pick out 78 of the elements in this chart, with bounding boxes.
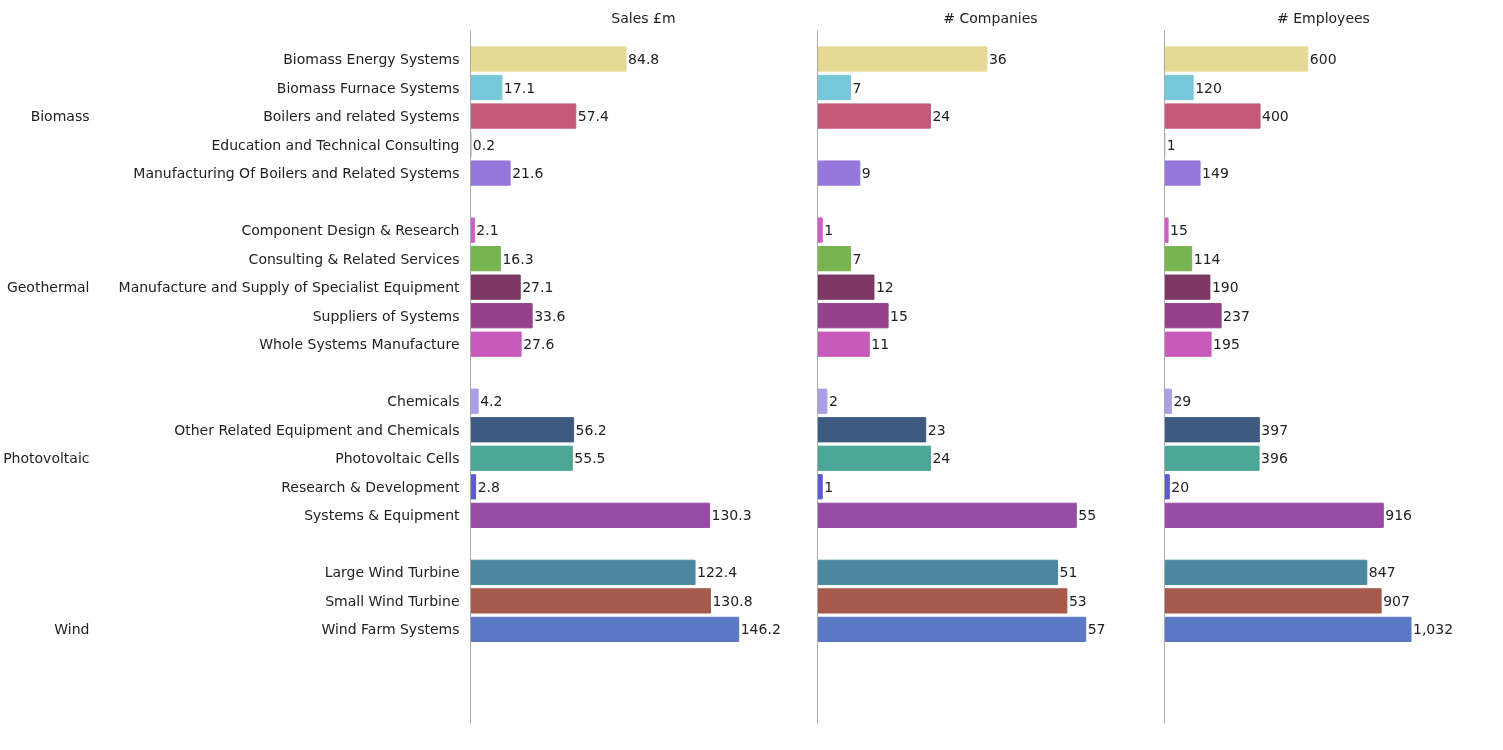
- data-label: 24: [932, 108, 951, 125]
- data-label: 84.8: [628, 51, 660, 68]
- chart-title: # Companies: [943, 9, 1038, 26]
- text: Biomass: [30, 108, 90, 125]
- data-label: 2.1: [476, 222, 499, 239]
- data-label: 7: [852, 79, 862, 96]
- data-label: 33.6: [534, 307, 566, 324]
- data-label: 27.1: [522, 279, 554, 296]
- data-label: 237: [1223, 307, 1250, 324]
- data-label: 1,032: [1413, 621, 1454, 638]
- data-label: 53: [1068, 592, 1087, 609]
- y-tick-label: Small Wind Turbine: [325, 592, 460, 609]
- data-label: 2.8: [477, 478, 500, 495]
- data-label: 29: [1173, 393, 1192, 410]
- y-tick-label: Research & Development: [281, 478, 461, 495]
- data-label: 130.3: [711, 507, 752, 524]
- data-label: 1: [824, 478, 834, 495]
- data-label: 396: [1261, 450, 1288, 467]
- data-label: 149: [1202, 165, 1229, 182]
- data-label: 1: [824, 222, 834, 239]
- data-label: 847: [1368, 564, 1396, 581]
- y-tick-label: Manufacturing Of Boilers and Related Systems: [133, 165, 460, 182]
- text: Wind: [54, 621, 90, 638]
- data-label: 12: [875, 279, 894, 296]
- data-label: 9: [861, 165, 871, 182]
- data-label: 55: [1078, 507, 1097, 524]
- data-label: 397: [1261, 421, 1289, 438]
- data-label: 4.2: [480, 393, 503, 410]
- data-label: 146.2: [740, 621, 781, 638]
- data-label: 0.2: [472, 136, 496, 153]
- y-tick-label: Systems & Equipment: [304, 507, 461, 524]
- text: Geothermal: [6, 279, 90, 296]
- data-label: 600: [1309, 51, 1337, 68]
- text: Photovoltaic: [3, 450, 90, 467]
- data-label: 17.1: [503, 79, 536, 96]
- data-label: 190: [1211, 279, 1239, 296]
- y-tick-label: Biomass Furnace Systems: [276, 79, 460, 96]
- data-label: 27.6: [523, 336, 555, 353]
- y-tick-label: Education and Technical Consulting: [211, 136, 460, 153]
- chart-title: # Employees: [1277, 9, 1370, 26]
- data-label: 21.6: [512, 165, 544, 182]
- data-label: 51: [1059, 564, 1078, 581]
- data-label: 195: [1213, 336, 1240, 353]
- y-tick-label: Wind Farm Systems: [321, 621, 460, 638]
- y-tick-label: Boilers and related Systems: [263, 108, 460, 125]
- data-label: 56.2: [575, 421, 607, 438]
- data-label: 2: [828, 393, 838, 410]
- data-label: 57: [1087, 621, 1106, 638]
- chart-title: Sales £m: [611, 9, 676, 26]
- data-label: 916: [1385, 507, 1413, 524]
- data-label: 55.5: [574, 450, 606, 467]
- data-label: 122.4: [697, 564, 738, 581]
- data-label: 400: [1262, 108, 1289, 125]
- data-label: 15: [1170, 222, 1188, 239]
- data-label: 114: [1193, 250, 1221, 267]
- data-label: 11: [871, 336, 890, 353]
- y-tick-label: Consulting & Related Services: [248, 250, 460, 267]
- y-tick-label: Large Wind Turbine: [324, 564, 460, 581]
- data-label: 15: [890, 307, 908, 324]
- y-tick-label: Component Design & Research: [241, 222, 460, 239]
- data-label: 36: [988, 51, 1007, 68]
- data-label: 7: [852, 250, 862, 267]
- data-label: 20: [1171, 478, 1190, 495]
- data-label: 130.8: [712, 592, 753, 609]
- data-label: 907: [1383, 592, 1410, 609]
- data-label: 1: [1166, 136, 1176, 153]
- data-label: 57.4: [577, 108, 610, 125]
- y-tick-label: Whole Systems Manufacture: [259, 336, 460, 353]
- y-tick-label: Biomass Energy Systems: [283, 51, 460, 68]
- data-label: 23: [927, 421, 946, 438]
- data-label: 120: [1195, 79, 1222, 96]
- y-tick-label: Suppliers of Systems: [312, 307, 460, 324]
- y-tick-label: Photovoltaic Cells: [335, 450, 460, 467]
- data-label: 16.3: [502, 250, 534, 267]
- y-tick-label: Manufacture and Supply of Specialist Equipment: [118, 279, 461, 296]
- data-label: 24: [932, 450, 951, 467]
- y-tick-label: Other Related Equipment and Chemicals: [174, 421, 460, 438]
- y-tick-label: Chemicals: [387, 393, 460, 410]
